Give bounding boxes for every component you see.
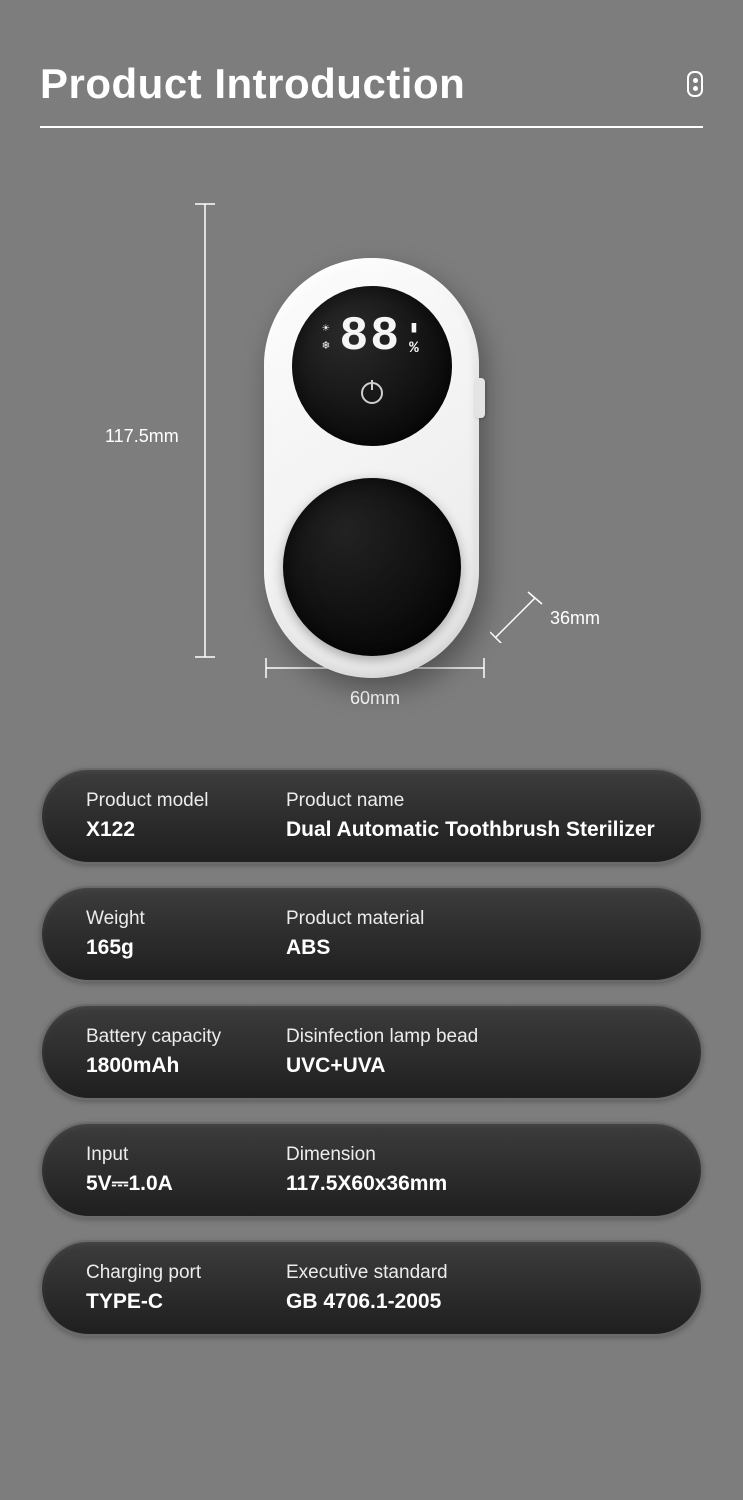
spec-label: Battery capacity xyxy=(86,1026,286,1048)
spec-value: Dual Automatic Toothbrush Sterilizer xyxy=(286,818,657,842)
spec-label: Product name xyxy=(286,790,657,812)
page-title: Product Introduction xyxy=(40,60,465,108)
sun-snow-icons: ☀❄ xyxy=(322,321,331,353)
spec-table: Product model X122 Product name Dual Aut… xyxy=(40,768,703,1336)
spec-value: 5V⎓1.0A xyxy=(86,1172,286,1196)
spec-row: Battery capacity 1800mAh Disinfection la… xyxy=(40,1004,703,1100)
product-illustration: 117.5mm 60mm 36mm ☀❄ 88 ▮ xyxy=(40,168,703,768)
spec-value: 1800mAh xyxy=(86,1054,286,1078)
dim-height-label: 117.5mm xyxy=(105,426,179,447)
spec-row: Weight 165g Product material ABS xyxy=(40,886,703,982)
spec-label: Dimension xyxy=(286,1144,657,1166)
dim-width-label: 60mm xyxy=(350,688,400,709)
spec-label: Product model xyxy=(86,790,286,812)
dim-depth-label: 36mm xyxy=(550,608,600,629)
battery-percent-icons: ▮ % xyxy=(409,317,421,357)
spec-label: Charging port xyxy=(86,1262,286,1284)
spec-value: 165g xyxy=(86,936,286,960)
side-button xyxy=(475,378,485,418)
device-body: ☀❄ 88 ▮ % xyxy=(264,258,479,678)
device-icon xyxy=(687,71,703,97)
power-icon xyxy=(361,382,383,404)
device-screen: ☀❄ 88 ▮ % xyxy=(292,286,452,446)
spec-label: Disinfection lamp bead xyxy=(286,1026,657,1048)
spec-row: Input 5V⎓1.0A Dimension 117.5X60x36mm xyxy=(40,1122,703,1218)
spec-label: Weight xyxy=(86,908,286,930)
dispense-disc xyxy=(283,478,461,656)
spec-row: Charging port TYPE-C Executive standard … xyxy=(40,1240,703,1336)
display-digits: 88 xyxy=(339,310,401,364)
spec-label: Executive standard xyxy=(286,1262,657,1284)
spec-value: X122 xyxy=(86,818,286,842)
spec-label: Product material xyxy=(286,908,657,930)
header: Product Introduction xyxy=(40,60,703,128)
spec-value: TYPE-C xyxy=(86,1290,286,1314)
display-readout: ☀❄ 88 ▮ % xyxy=(322,310,420,364)
spec-label: Input xyxy=(86,1144,286,1166)
percent-symbol: % xyxy=(409,339,421,357)
spec-row: Product model X122 Product name Dual Aut… xyxy=(40,768,703,864)
spec-value: ABS xyxy=(286,936,657,960)
spec-value: UVC+UVA xyxy=(286,1054,657,1078)
spec-value: 117.5X60x36mm xyxy=(286,1172,657,1196)
spec-value: GB 4706.1-2005 xyxy=(286,1290,657,1314)
